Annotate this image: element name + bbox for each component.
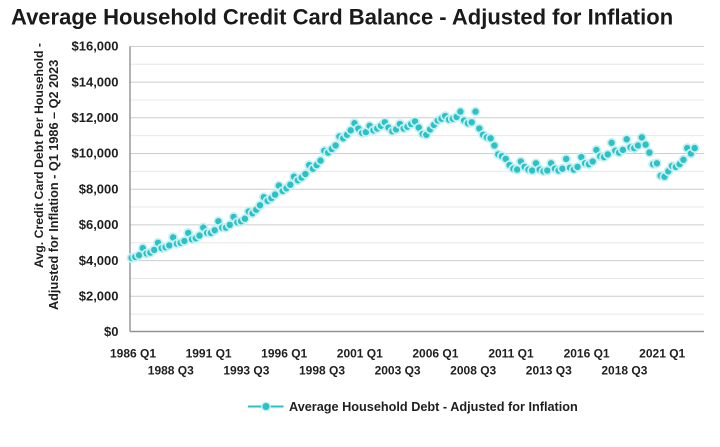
svg-text:1996 Q1: 1996 Q1 xyxy=(261,347,307,361)
svg-text:1986 Q1: 1986 Q1 xyxy=(110,347,156,361)
svg-text:$12,000: $12,000 xyxy=(72,110,119,125)
svg-text:Adjusted for Inflation - Q1 19: Adjusted for Inflation - Q1 1986 – Q2 20… xyxy=(47,60,61,310)
svg-text:$6,000: $6,000 xyxy=(79,217,119,232)
svg-text:2003 Q3: 2003 Q3 xyxy=(375,364,421,378)
svg-text:$16,000: $16,000 xyxy=(72,39,119,54)
svg-text:1991 Q1: 1991 Q1 xyxy=(186,347,232,361)
svg-text:$2,000: $2,000 xyxy=(79,289,119,304)
svg-text:Average Household Debt - Adjus: Average Household Debt - Adjusted for In… xyxy=(289,400,578,414)
svg-text:$10,000: $10,000 xyxy=(72,146,119,161)
svg-text:2006 Q1: 2006 Q1 xyxy=(412,347,458,361)
svg-text:2018 Q3: 2018 Q3 xyxy=(601,364,647,378)
svg-text:$0: $0 xyxy=(104,324,118,339)
svg-text:Average Household Credit Card: Average Household Credit Card Balance - … xyxy=(11,5,673,30)
svg-text:2001 Q1: 2001 Q1 xyxy=(337,347,383,361)
svg-text:$14,000: $14,000 xyxy=(72,74,119,89)
svg-text:2013 Q3: 2013 Q3 xyxy=(526,364,572,378)
svg-text:1993 Q3: 1993 Q3 xyxy=(223,364,269,378)
svg-text:2016 Q1: 2016 Q1 xyxy=(564,347,610,361)
svg-text:2008 Q3: 2008 Q3 xyxy=(450,364,496,378)
svg-text:Avg. Credit Card Debt Per Hous: Avg. Credit Card Debt Per Household - xyxy=(32,43,46,268)
svg-text:$8,000: $8,000 xyxy=(79,181,119,196)
svg-text:2021 Q1: 2021 Q1 xyxy=(639,347,685,361)
svg-text:$4,000: $4,000 xyxy=(79,253,119,268)
svg-text:1998 Q3: 1998 Q3 xyxy=(299,364,345,378)
svg-text:2011 Q1: 2011 Q1 xyxy=(488,347,534,361)
svg-text:1988 Q3: 1988 Q3 xyxy=(148,364,194,378)
